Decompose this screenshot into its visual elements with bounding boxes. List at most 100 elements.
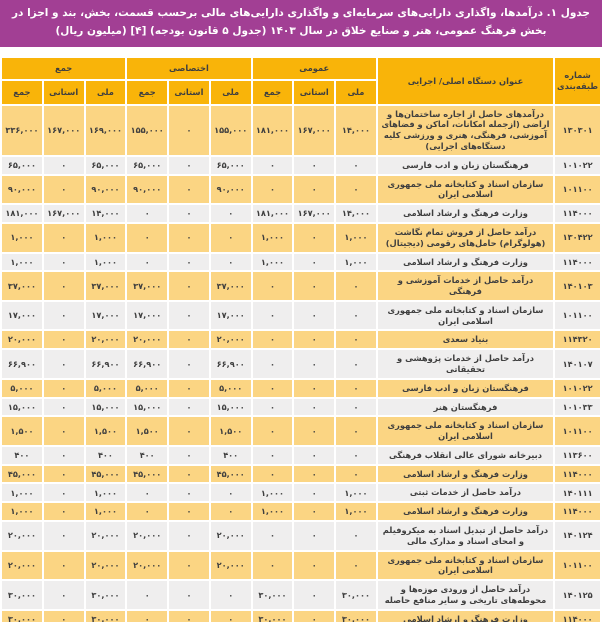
value-cell: ۰ [294,398,335,416]
value-cell: ۶۵,۰۰۰ [210,156,251,174]
value-cell: ۳۰,۰۰۰ [2,610,42,622]
classification-code-cell: ۱۱۴۰۰۰ [555,503,600,520]
value-cell: ۰ [294,503,335,520]
value-cell: ۰ [169,465,209,483]
value-cell: ۴۵,۰۰۰ [85,465,126,483]
value-cell: ۰ [252,175,293,204]
value-cell: ۶۵,۰۰۰ [127,156,168,174]
value-cell: ۰ [169,551,209,580]
value-cell: ۱,۰۰۰ [2,223,42,252]
value-cell: ۳۰,۰۰۰ [252,610,293,622]
value-cell: ۲۰,۰۰۰ [127,331,168,349]
value-cell: ۰ [336,331,376,349]
value-cell: ۳۰,۰۰۰ [85,581,126,609]
classification-code-cell: ۱۰۱۰۳۳ [555,398,600,416]
value-cell: ۰ [294,446,335,464]
agency-title-cell: فرهنگستان زبان و ادب فارسی [377,379,554,397]
agency-title-cell: سازمان اسناد و کتابخانه ملی جمهوری اسلام… [377,175,554,204]
table-title-banner: جدول ۱. درآمدها، واگذاری دارایی‌های سرما… [0,0,602,47]
value-cell: ۰ [169,350,209,378]
value-cell: ۰ [169,156,209,174]
value-cell: ۱۶۹,۰۰۰ [85,105,126,155]
value-cell: ۰ [294,223,335,252]
value-cell: ۰ [43,350,84,378]
value-cell: ۰ [294,156,335,174]
value-cell: ۲۰,۰۰۰ [85,331,126,349]
col-group-dedicated: اختصاصی [127,57,251,79]
classification-code-cell: ۱۴۰۱۱۱ [555,484,600,502]
classification-code-cell: ۱۰۱۱۰۰ [555,175,600,204]
value-cell: ۱,۰۰۰ [252,484,293,502]
classification-code-cell: ۱۴۰۱۲۴ [555,522,600,550]
value-cell: ۱۵,۰۰۰ [210,398,251,416]
table-row: ۱۱۴۰۰۰ وزارت فرهنگ و ارشاد اسلامی ۳۰,۰۰۰… [2,610,600,622]
value-cell: ۰ [169,484,209,502]
agency-title-cell: درآمدهای حاصل از اجاره ساختمان‌ها و اراض… [377,105,554,155]
value-cell: ۴۰۰ [85,446,126,464]
table-row: ۱۴۰۱۲۴ درآمد حاصل از تبدیل اسناد به میکر… [2,522,600,550]
value-cell: ۱۷,۰۰۰ [2,301,42,330]
agency-title-cell: درآمد حاصل از خدمات آموزشی و فرهنگی [377,272,554,300]
value-cell: ۰ [336,350,376,378]
value-cell: ۵,۰۰۰ [85,379,126,397]
value-cell: ۱,۵۰۰ [127,417,168,445]
table-row: ۱۱۴۰۰۰ وزارت فرهنگ و ارشاد اسلامی ۰ ۰ ۰ … [2,465,600,483]
value-cell: ۱,۰۰۰ [336,223,376,252]
value-cell: ۰ [169,503,209,520]
value-cell: ۱۵۵,۰۰۰ [127,105,168,155]
budget-table: شماره طبقه‌بندی عنوان دستگاه اصلی/ اجرای… [0,56,602,622]
value-cell: ۰ [43,465,84,483]
value-cell: ۰ [336,156,376,174]
value-cell: ۰ [169,417,209,445]
subcol-dedicated-sum: جمع [127,80,168,104]
value-cell: ۰ [43,272,84,300]
value-cell: ۰ [127,253,168,271]
value-cell: ۰ [43,253,84,271]
value-cell: ۰ [294,484,335,502]
value-cell: ۰ [127,503,168,520]
value-cell: ۰ [43,581,84,609]
agency-title-cell: بنیاد سعدی [377,331,554,349]
value-cell: ۰ [169,223,209,252]
subcol-public-provincial: استانی [294,80,335,104]
value-cell: ۰ [294,379,335,397]
value-cell: ۰ [127,484,168,502]
agency-title-cell: فرهنگستان زبان و ادب فارسی [377,156,554,174]
value-cell: ۱,۰۰۰ [336,484,376,502]
value-cell: ۰ [336,446,376,464]
value-cell: ۰ [336,272,376,300]
classification-code-cell: ۱۱۴۰۰۰ [555,205,600,222]
value-cell: ۰ [294,272,335,300]
value-cell: ۵,۰۰۰ [127,379,168,397]
value-cell: ۳۰,۰۰۰ [252,581,293,609]
table-row: ۱۴۰۱۲۵ درآمد حاصل از ورودی موزه‌ها و محو… [2,581,600,609]
agency-title-cell: وزارت فرهنگ و ارشاد اسلامی [377,465,554,483]
value-cell: ۹۰,۰۰۰ [2,175,42,204]
table-row: ۱۴۰۱۱۱ درآمد حاصل از خدمات ثبتی ۱,۰۰۰ ۰ … [2,484,600,502]
value-cell: ۰ [169,522,209,550]
agency-title-cell: درآمد حاصل از خدمات ثبتی [377,484,554,502]
value-cell: ۱,۵۰۰ [2,417,42,445]
value-cell: ۰ [210,253,251,271]
value-cell: ۰ [43,331,84,349]
value-cell: ۰ [336,175,376,204]
value-cell: ۰ [294,610,335,622]
agency-title-cell: درآمد حاصل از خدمات پژوهشی و تحقیقاتی [377,350,554,378]
classification-code-cell: ۱۱۴۰۰۰ [555,253,600,271]
table-row: ۱۰۱۰۲۲ فرهنگستان زبان و ادب فارسی ۰ ۰ ۰ … [2,156,600,174]
value-cell: ۰ [294,465,335,483]
value-cell: ۲۰,۰۰۰ [127,551,168,580]
value-cell: ۶۵,۰۰۰ [85,156,126,174]
value-cell: ۳۷,۰۰۰ [127,272,168,300]
value-cell: ۱,۰۰۰ [2,253,42,271]
value-cell: ۰ [336,398,376,416]
value-cell: ۱,۰۰۰ [336,503,376,520]
agency-title-cell: سازمان اسناد و کتابخانه ملی جمهوری اسلام… [377,417,554,445]
value-cell: ۰ [294,551,335,580]
value-cell: ۲۰,۰۰۰ [210,331,251,349]
value-cell: ۰ [294,175,335,204]
value-cell: ۵,۰۰۰ [210,379,251,397]
value-cell: ۴۰۰ [210,446,251,464]
value-cell: ۱,۰۰۰ [252,253,293,271]
value-cell: ۱,۰۰۰ [252,503,293,520]
